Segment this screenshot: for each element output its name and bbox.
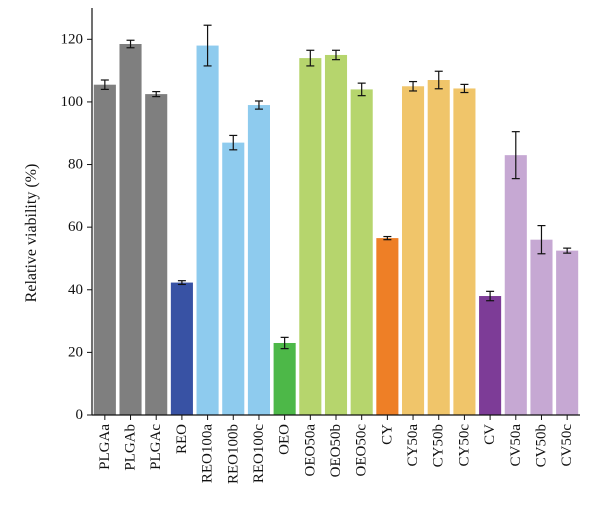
x-tick-label: CV50b — [533, 424, 549, 467]
bar-CY50c — [453, 88, 476, 416]
bar-OEO50b — [324, 54, 348, 416]
x-tick-label: OEO50a — [302, 424, 318, 477]
x-tick-label: REO100a — [200, 424, 216, 484]
x-tick-label: CV50a — [508, 424, 524, 467]
axes-group: PLGAa PLGAb PLGAc REO REO100a REO100b REO100c O… — [61, 8, 580, 484]
y-tick-label: 40 — [68, 282, 83, 298]
bar-CY — [376, 238, 399, 415]
x-tick-label: CY — [379, 424, 395, 445]
x-tick-label: PLGAb — [123, 424, 139, 471]
x-tick-label: OEO50c — [354, 424, 370, 477]
x-tick-label: CV50c — [559, 424, 575, 467]
bar-PLGAb — [119, 44, 142, 415]
bar-REO — [170, 282, 193, 415]
y-axis-title: Relative viability (%) — [23, 164, 40, 303]
x-tick-label: CV — [482, 424, 498, 445]
bar-PLGAa — [93, 84, 116, 415]
bar-CV50a — [504, 155, 527, 415]
y-tick-label: 80 — [68, 157, 83, 173]
bars-group — [93, 44, 579, 416]
x-tick-label: REO — [174, 424, 190, 454]
bar-CV50b — [530, 239, 553, 415]
x-tick-label: OEO50b — [328, 424, 344, 477]
x-tick-label: PLGAc — [148, 424, 164, 470]
bar-CY50a — [402, 86, 425, 416]
x-tick-label: PLGAa — [97, 424, 113, 470]
y-tick-label: 60 — [68, 219, 83, 235]
bar-REO100c — [247, 105, 270, 416]
error-bars-group — [100, 24, 572, 350]
bar-CY50b — [427, 80, 450, 415]
bar-CV — [479, 296, 502, 415]
y-tick-label: 120 — [61, 31, 84, 47]
x-tick-label: OEO — [277, 424, 293, 455]
y-tick-label: 20 — [68, 344, 83, 360]
y-tick-label: 100 — [61, 94, 84, 110]
bar-REO100b — [222, 142, 245, 415]
x-tick-label: CY50b — [431, 424, 447, 467]
bar-OEO — [273, 342, 296, 415]
x-tick-label: REO100c — [251, 424, 267, 484]
x-tick-label: CY50a — [405, 424, 421, 467]
bar-PLGAc — [145, 94, 168, 415]
bar-REO100a — [196, 45, 219, 415]
x-tick-label: CY50c — [456, 424, 472, 467]
x-tick-label: REO100b — [225, 424, 241, 484]
y-tick-label: 0 — [76, 407, 84, 423]
bar-CV50c — [556, 250, 579, 415]
bar-OEO50a — [299, 58, 322, 416]
bar-OEO50c — [350, 89, 373, 416]
